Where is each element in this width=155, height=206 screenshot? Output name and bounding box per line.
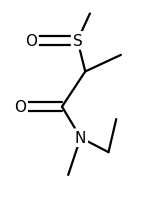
Text: O: O: [14, 100, 26, 115]
Text: N: N: [75, 131, 86, 145]
Text: O: O: [25, 34, 37, 49]
Text: S: S: [73, 34, 82, 49]
